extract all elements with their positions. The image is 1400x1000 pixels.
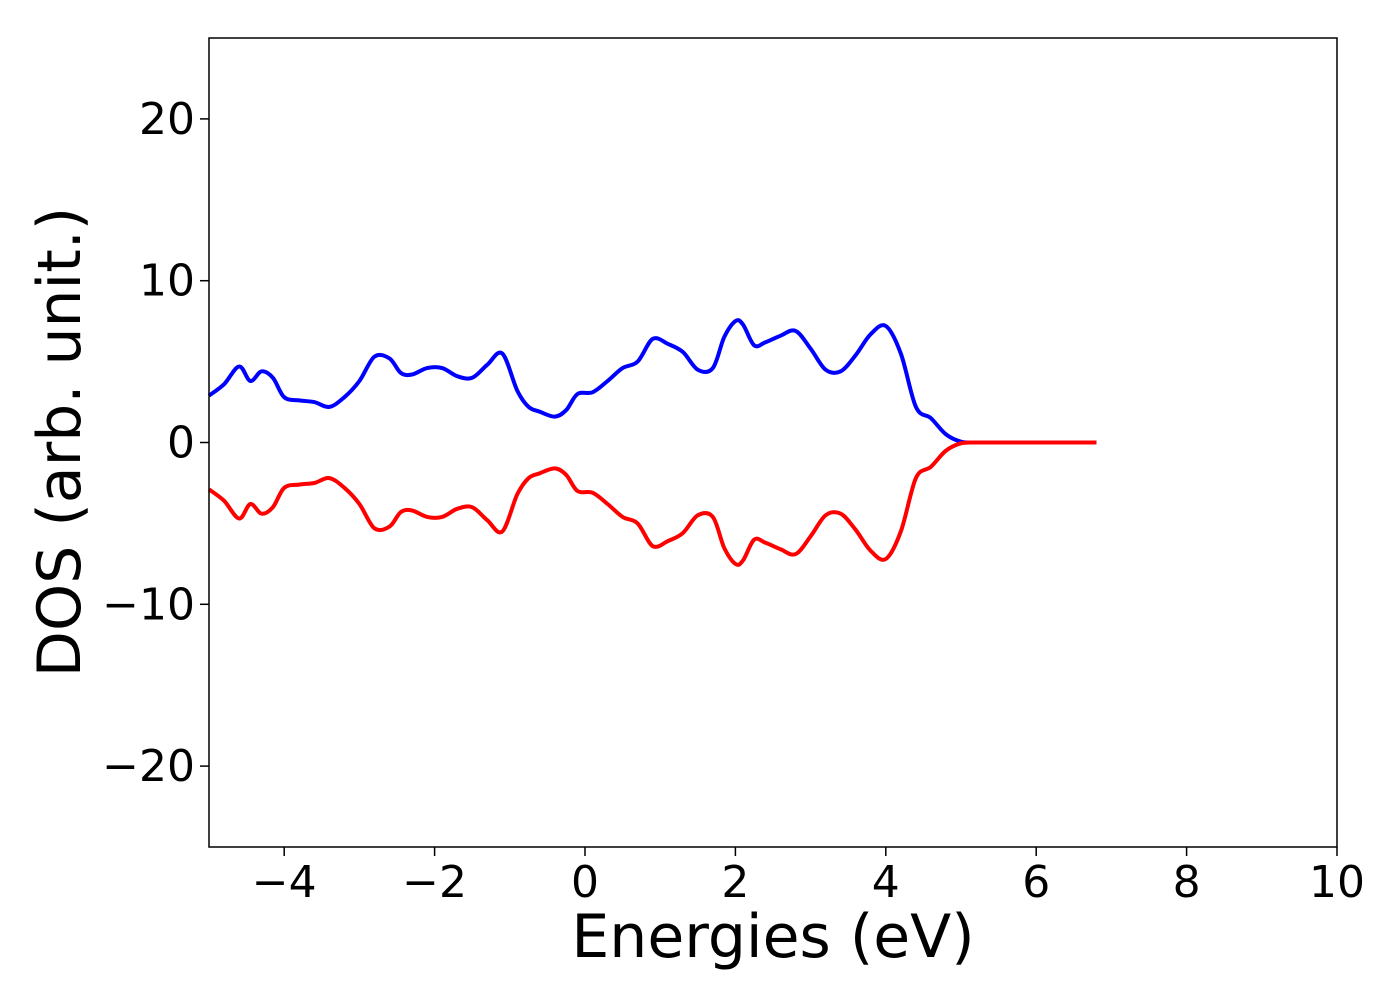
y-tick-label: 10 xyxy=(139,256,195,307)
x-tick-label: 8 xyxy=(1173,857,1201,908)
plot-frame xyxy=(208,37,1338,848)
series-line-1 xyxy=(207,440,1097,567)
x-tick-label: 2 xyxy=(721,857,749,908)
y-axis-label: DOS (arb. unit.) xyxy=(25,207,95,677)
x-tick-label: 10 xyxy=(1309,857,1365,908)
x-tick-label: 4 xyxy=(872,857,900,908)
y-tick-label: 20 xyxy=(139,94,195,145)
x-axis-label: Energies (eV) xyxy=(571,902,974,972)
series-line-0 xyxy=(207,318,1097,445)
x-tick-label: 0 xyxy=(571,857,599,908)
y-tick-label: 0 xyxy=(167,418,195,469)
x-tick-label: −2 xyxy=(402,857,467,908)
y-tick-label: −10 xyxy=(102,579,195,630)
x-tick-label: −4 xyxy=(252,857,317,908)
x-axis-ticks: −4 −2 0 2 4 6 8 10 xyxy=(252,847,1365,908)
y-tick-label: −20 xyxy=(102,741,195,792)
y-axis-ticks: −20 −10 0 10 20 xyxy=(102,94,209,792)
series-layer xyxy=(207,318,1097,567)
x-tick-label: 6 xyxy=(1022,857,1050,908)
